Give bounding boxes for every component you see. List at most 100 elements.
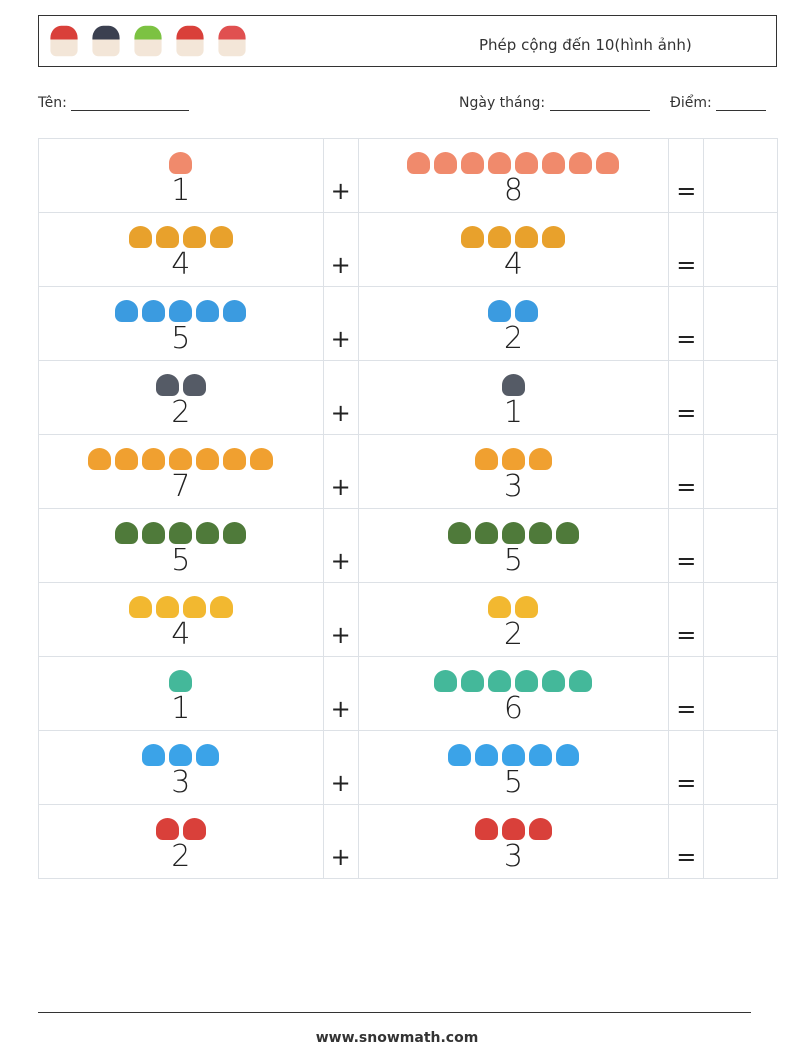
soldier-icon [447, 522, 471, 544]
addend-a-cell: 5 [38, 508, 324, 583]
answer-cell[interactable] [703, 286, 778, 361]
addend-b: 2 [503, 321, 523, 356]
answer-cell[interactable] [703, 804, 778, 879]
tractor-icon [196, 300, 220, 322]
soldier-icon [169, 522, 193, 544]
score-label: Điểm: [670, 95, 712, 111]
answer-cell[interactable] [703, 656, 778, 731]
addend-a: 7 [171, 469, 191, 504]
answer-cell[interactable] [703, 212, 778, 287]
plus-sign: + [330, 769, 351, 797]
equals-sign: = [676, 547, 697, 575]
woman-icon [596, 152, 620, 174]
addend-a: 2 [171, 839, 191, 874]
medal-icon [128, 596, 152, 618]
candy-cane-icon [218, 25, 246, 57]
addend-a-cell: 2 [38, 804, 324, 879]
addend-a: 1 [171, 173, 191, 208]
addend-b: 4 [503, 247, 523, 282]
robot-icon [196, 744, 220, 766]
woman-icon [542, 152, 566, 174]
tiger-icon [169, 448, 193, 470]
balloons-icon [515, 670, 539, 692]
coin-icon [542, 226, 566, 248]
score-field[interactable]: Điểm: [670, 95, 767, 111]
robot-icon [555, 744, 579, 766]
equals-sign: = [676, 325, 697, 353]
problem-row: 4 + 4 = [38, 212, 778, 287]
soldier-icon [501, 522, 525, 544]
coin-icon [488, 226, 512, 248]
balloons-icon [542, 670, 566, 692]
answer-cell[interactable] [703, 434, 778, 509]
addend-b: 5 [503, 765, 523, 800]
addend-a-cell: 4 [38, 212, 324, 287]
addend-a-cell: 3 [38, 730, 324, 805]
medal-icon [182, 596, 206, 618]
robot-icon [474, 744, 498, 766]
robot-icon [501, 744, 525, 766]
addend-a: 3 [171, 765, 191, 800]
equals-sign: = [676, 769, 697, 797]
problem-row: 5 + 2 = [38, 286, 778, 361]
problem-row: 5 + 5 = [38, 508, 778, 583]
addend-b: 1 [503, 395, 523, 430]
addend-b-cell: 3 [357, 804, 670, 879]
soldier-icon [528, 522, 552, 544]
answer-cell[interactable] [703, 730, 778, 805]
woman-icon [515, 152, 539, 174]
problem-row: 1 + 6 = [38, 656, 778, 731]
soldier-icon [474, 522, 498, 544]
woman-icon [434, 152, 458, 174]
tractor-icon [169, 300, 193, 322]
tiger-icon [223, 448, 247, 470]
santa-icon [155, 818, 179, 840]
soldier-icon [196, 522, 220, 544]
addend-b-cell: 5 [357, 508, 670, 583]
equals-sign: = [676, 621, 697, 649]
woman-icon [169, 152, 193, 174]
name-field[interactable]: Tên: [38, 95, 190, 111]
addend-a: 4 [171, 247, 191, 282]
answer-cell[interactable] [703, 582, 778, 657]
addend-b-cell: 2 [357, 286, 670, 361]
woman-icon [488, 152, 512, 174]
addend-b: 2 [503, 617, 523, 652]
addend-b-cell: 5 [357, 730, 670, 805]
footer-url: www.snowmath.com [315, 1030, 479, 1046]
answer-cell[interactable] [703, 508, 778, 583]
tiger-icon [250, 448, 274, 470]
addend-a-cell: 2 [38, 360, 324, 435]
plus-sign: + [330, 695, 351, 723]
medal-icon [209, 596, 233, 618]
balloons-icon [434, 670, 458, 692]
tiger-icon [196, 448, 220, 470]
addend-b-cell: 2 [357, 582, 670, 657]
plus-sign: + [330, 177, 351, 205]
string-lights-icon [92, 25, 120, 57]
plus-sign: + [330, 473, 351, 501]
plus-sign: + [330, 547, 351, 575]
plus-sign: + [330, 251, 351, 279]
date-field[interactable]: Ngày tháng: [459, 95, 650, 111]
equals-sign: = [676, 695, 697, 723]
addend-a: 5 [171, 321, 191, 356]
plus-sign: + [330, 325, 351, 353]
string-lights-icon [501, 374, 525, 396]
problems-table: 1 + 8 = 4 + 4 = 5 + 2 = 2 + 1 = 7 + 3 = … [38, 138, 778, 879]
robot-icon [447, 744, 471, 766]
woman-icon [461, 152, 485, 174]
addend-b-cell: 1 [357, 360, 670, 435]
candles-icon [134, 25, 162, 57]
tiger-icon [501, 448, 525, 470]
addend-a: 2 [171, 395, 191, 430]
answer-cell[interactable] [703, 360, 778, 435]
addend-a-cell: 4 [38, 582, 324, 657]
soldier-icon [142, 522, 166, 544]
addend-b: 6 [503, 691, 523, 726]
equals-sign: = [676, 399, 697, 427]
answer-cell[interactable] [703, 138, 778, 213]
santa-icon [501, 818, 525, 840]
tractor-icon [488, 300, 512, 322]
